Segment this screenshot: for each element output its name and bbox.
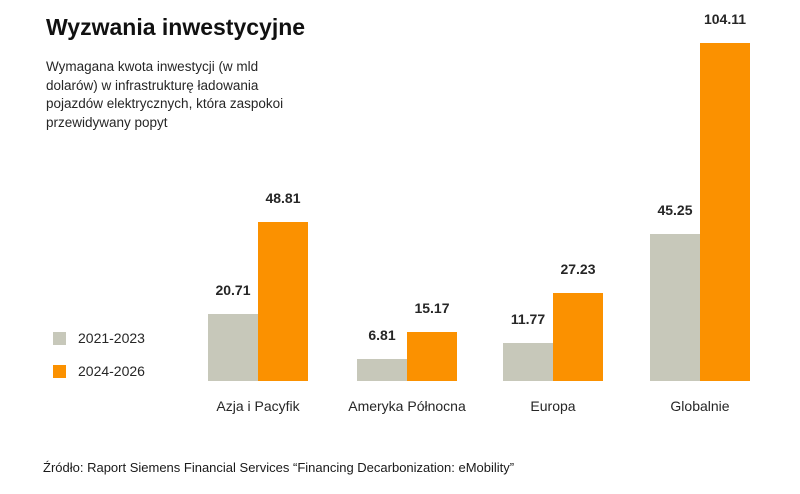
chart-subtitle: Wymagana kwota inwestycji (w mld dolarów… [46, 58, 283, 132]
value-label-2024-2026-azja-i-pacyfik: 48.81 [265, 190, 301, 206]
subtitle-line: Wymagana kwota inwestycji (w mld [46, 59, 259, 74]
legend-swatch-2021-2023 [53, 331, 66, 345]
value-label-2024-2026-globalnie: 104.11 [703, 11, 747, 27]
subtitle-line: dolarów) w infrastrukturę ładowania [46, 77, 259, 93]
bar-2021-2023-azja-i-pacyfik [208, 314, 258, 381]
bar-2024-2026-globalnie [700, 43, 750, 381]
legend-label: 2024-2026 [78, 363, 145, 379]
legend-swatch-2024-2026 [53, 364, 66, 378]
subtitle-line: pojazdów elektrycznych, która zaspokoi [46, 96, 284, 111]
subtitle-line: przewidywany popyt [46, 114, 168, 130]
legend-label: 2021-2023 [78, 330, 145, 346]
bar-2021-2023-ameryka-północna [357, 359, 407, 381]
page-title: Wyzwania inwestycyjne [46, 14, 306, 40]
legend-item-2021-2023: 2021-2023 [53, 328, 145, 348]
value-label-2021-2023-globalnie: 45.25 [657, 202, 693, 218]
bar-2024-2026-europa [553, 293, 603, 381]
category-label-europa: Europa [530, 398, 576, 414]
value-label-2021-2023-europa: 11.77 [510, 311, 546, 327]
legend-item-2024-2026: 2024-2026 [53, 361, 145, 381]
bar-2021-2023-europa [503, 343, 553, 381]
category-label-ameryka-północna: Ameryka Północna [348, 398, 466, 414]
value-label-2024-2026-europa: 27.23 [560, 261, 596, 277]
bar-2024-2026-azja-i-pacyfik [258, 222, 308, 381]
legend: 2021-2023 2024-2026 [53, 328, 145, 394]
value-label-2021-2023-azja-i-pacyfik: 20.71 [215, 282, 251, 298]
category-label-globalnie: Globalnie [670, 398, 730, 414]
value-label-2021-2023-ameryka-północna: 6.81 [368, 327, 396, 343]
category-label-azja-i-pacyfik: Azja i Pacyfik [216, 398, 300, 414]
bar-2024-2026-ameryka-północna [407, 332, 457, 381]
bar-2021-2023-globalnie [650, 234, 700, 381]
source-attribution: Źródło: Raport Siemens Financial Service… [43, 460, 515, 475]
value-label-2024-2026-ameryka-północna: 15.17 [414, 300, 450, 316]
